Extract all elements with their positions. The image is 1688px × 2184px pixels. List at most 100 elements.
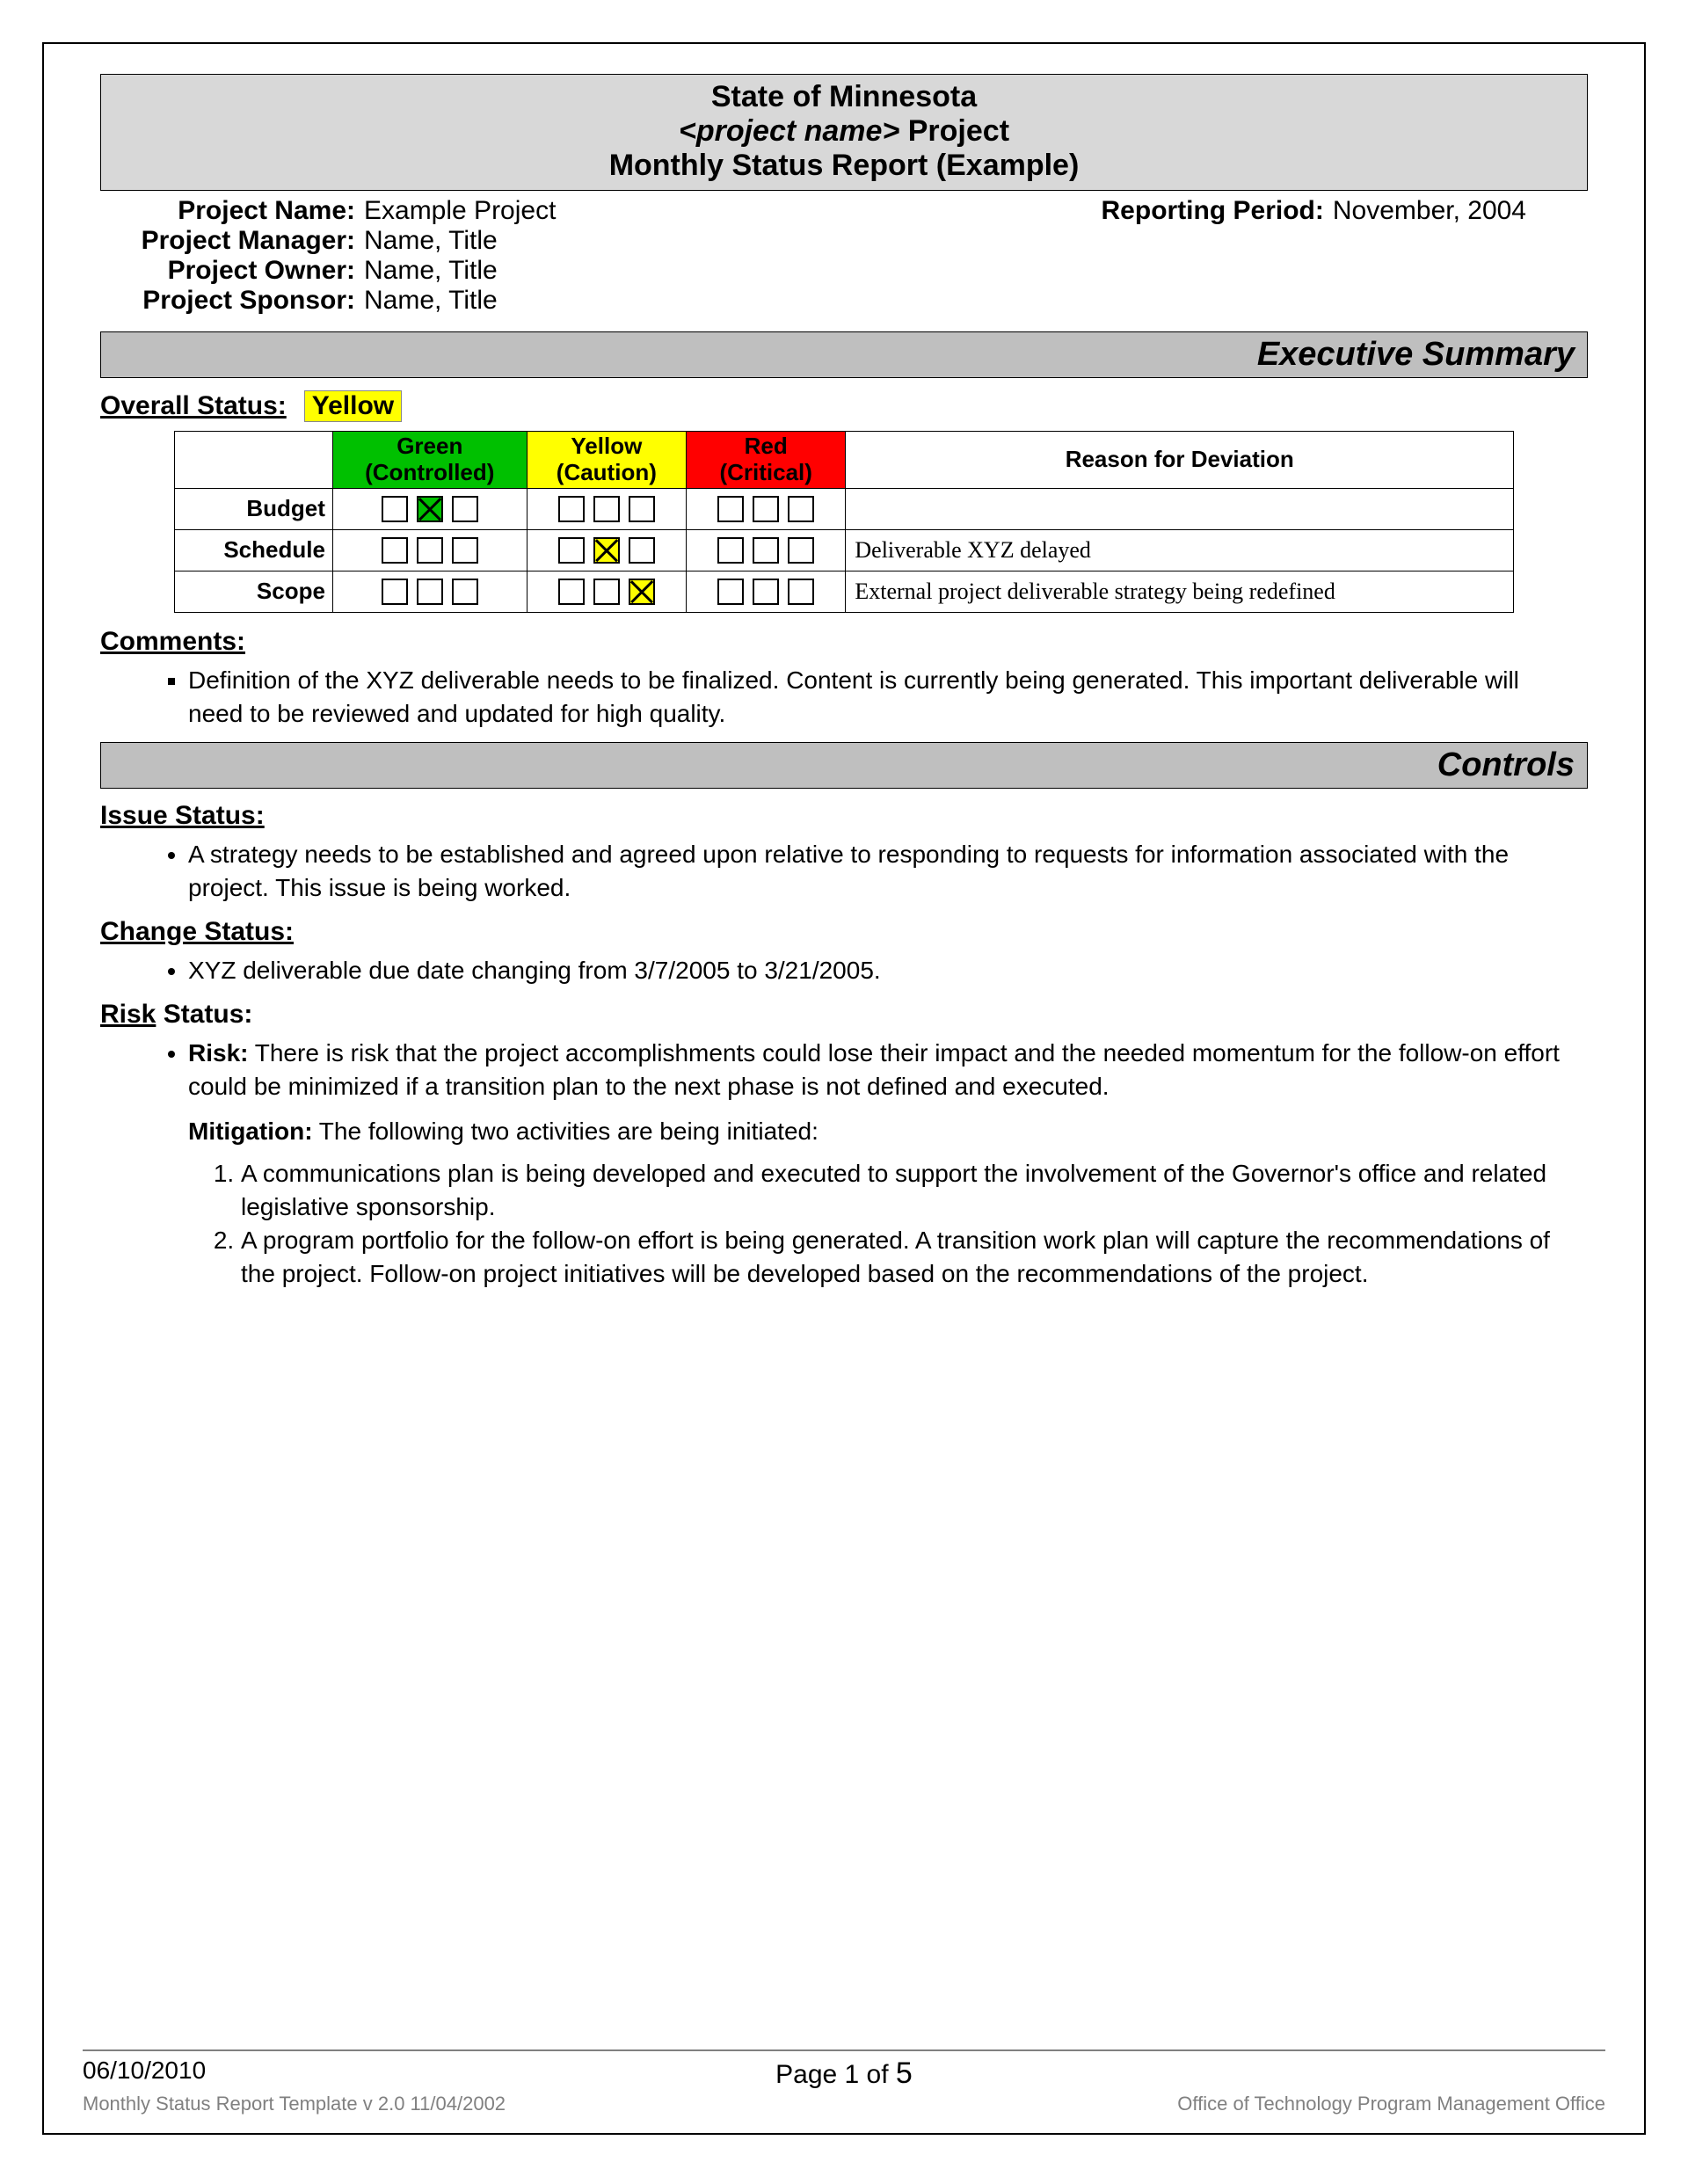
checkbox-group — [535, 532, 679, 569]
title-block: State of Minnesota <project name> Projec… — [100, 74, 1588, 191]
title-line-2: <project name> Project — [101, 114, 1587, 149]
reporting-period-label: Reporting Period: — [1102, 196, 1324, 226]
table-row: ScopeExternal project deliverable strate… — [174, 571, 1513, 612]
reason-cell — [846, 488, 1514, 529]
section-executive-summary: Executive Summary — [100, 331, 1588, 378]
title-line-1: State of Minnesota — [101, 80, 1587, 114]
project-owner-value: Name, Title — [364, 256, 498, 286]
col-yellow-name: Yellow — [571, 433, 642, 459]
checkbox-group — [694, 573, 838, 610]
project-owner-label: Project Owner: — [100, 256, 355, 286]
checkbox-icon — [417, 579, 443, 605]
project-sponsor-value: Name, Title — [364, 286, 498, 316]
overall-status-line: Overall Status: Yellow — [100, 390, 1588, 422]
comments-heading: Comments: — [100, 627, 1588, 657]
footer-template-line: Monthly Status Report Template v 2.0 11/… — [83, 2093, 844, 2115]
checkbox-icon — [452, 537, 478, 564]
list-item: A communications plan is being developed… — [241, 1157, 1570, 1224]
checkbox-group — [340, 491, 520, 528]
footer-page-total: 5 — [896, 2057, 913, 2090]
checkbox-icon — [452, 496, 478, 522]
col-red-name: Red — [745, 433, 788, 459]
checkbox-icon — [382, 537, 408, 564]
status-cell-yellow — [527, 571, 686, 612]
checkbox-icon — [753, 537, 779, 564]
overall-status-label: Overall Status: — [100, 391, 287, 421]
reporting-period-value: November, 2004 — [1333, 196, 1526, 226]
checkbox-icon — [417, 537, 443, 564]
issue-status-list: A strategy needs to be established and a… — [153, 838, 1570, 905]
status-table: Green (Controlled) Yellow (Caution) Red … — [174, 431, 1514, 613]
risk-heading-underlined: Risk — [100, 1000, 156, 1029]
checkbox-group — [535, 573, 679, 610]
status-cell-red — [687, 571, 846, 612]
checkbox-icon — [452, 579, 478, 605]
risk-item: Risk: There is risk that the project acc… — [188, 1037, 1570, 1103]
footer-page-of: of — [859, 2060, 896, 2089]
risk-label: Risk: — [188, 1039, 248, 1067]
checkbox-icon — [558, 537, 585, 564]
checkbox-icon — [593, 579, 620, 605]
col-green-name: Green — [397, 433, 462, 459]
row-label: Scope — [174, 571, 332, 612]
footer-page: Page 1 of 5 — [590, 2057, 1097, 2091]
checkbox-icon — [717, 496, 744, 522]
risk-text: There is risk that the project accomplis… — [188, 1039, 1560, 1100]
issue-status-heading: Issue Status: — [100, 801, 1588, 831]
status-cell-green — [332, 488, 527, 529]
footer-page-prefix: Page — [775, 2060, 844, 2089]
list-item: A program portfolio for the follow-on ef… — [241, 1224, 1570, 1291]
overall-status-badge: Yellow — [304, 390, 402, 422]
table-row: ScheduleDeliverable XYZ delayed — [174, 529, 1513, 571]
checkbox-icon — [382, 496, 408, 522]
change-status-heading: Change Status: — [100, 917, 1588, 947]
title-project-suffix: Project — [899, 114, 1009, 148]
title-line-3: Monthly Status Report (Example) — [101, 149, 1587, 183]
checkbox-icon — [788, 537, 814, 564]
table-row: Budget — [174, 488, 1513, 529]
checkbox-icon — [629, 579, 655, 605]
list-item: A strategy needs to be established and a… — [188, 838, 1570, 905]
status-cell-green — [332, 529, 527, 571]
change-status-list: XYZ deliverable due date changing from 3… — [153, 954, 1570, 987]
status-cell-red — [687, 488, 846, 529]
mitigation-text: The following two activities are being i… — [313, 1117, 819, 1145]
checkbox-group — [535, 491, 679, 528]
status-cell-yellow — [527, 488, 686, 529]
checkbox-group — [340, 532, 520, 569]
checkbox-icon — [629, 496, 655, 522]
project-name-value: Example Project — [364, 196, 556, 226]
list-item: Definition of the XYZ deliverable needs … — [188, 664, 1570, 731]
checkbox-icon — [717, 537, 744, 564]
mitigation-intro: Mitigation: The following two activities… — [188, 1115, 1570, 1148]
status-cell-green — [332, 571, 527, 612]
checkbox-icon — [788, 579, 814, 605]
col-yellow-sub: (Caution) — [535, 460, 679, 486]
checkbox-icon — [717, 579, 744, 605]
row-label: Budget — [174, 488, 332, 529]
footer: 06/10/2010 Page 1 of 5 Monthly Status Re… — [83, 2049, 1605, 2115]
project-sponsor-label: Project Sponsor: — [100, 286, 355, 316]
project-manager-label: Project Manager: — [100, 226, 355, 256]
col-red: Red (Critical) — [687, 432, 846, 489]
checkbox-icon — [788, 496, 814, 522]
checkbox-icon — [629, 537, 655, 564]
mitigation-list: A communications plan is being developed… — [206, 1157, 1570, 1290]
checkbox-group — [694, 532, 838, 569]
footer-date: 06/10/2010 — [83, 2057, 590, 2091]
mitigation-label: Mitigation: — [188, 1117, 313, 1145]
risk-status-heading: Risk Status: — [100, 1000, 1588, 1030]
checkbox-group — [340, 573, 520, 610]
col-reason: Reason for Deviation — [846, 432, 1514, 489]
project-name-label: Project Name: — [100, 196, 355, 226]
footer-office: Office of Technology Program Management … — [844, 2093, 1605, 2115]
title-project-name-placeholder: <project name> — [679, 114, 899, 148]
section-controls: Controls — [100, 742, 1588, 789]
checkbox-icon — [558, 579, 585, 605]
status-cell-yellow — [527, 529, 686, 571]
col-yellow: Yellow (Caution) — [527, 432, 686, 489]
comments-list: Definition of the XYZ deliverable needs … — [153, 664, 1570, 731]
project-manager-value: Name, Title — [364, 226, 498, 256]
col-green-sub: (Controlled) — [340, 460, 520, 486]
checkbox-group — [694, 491, 838, 528]
